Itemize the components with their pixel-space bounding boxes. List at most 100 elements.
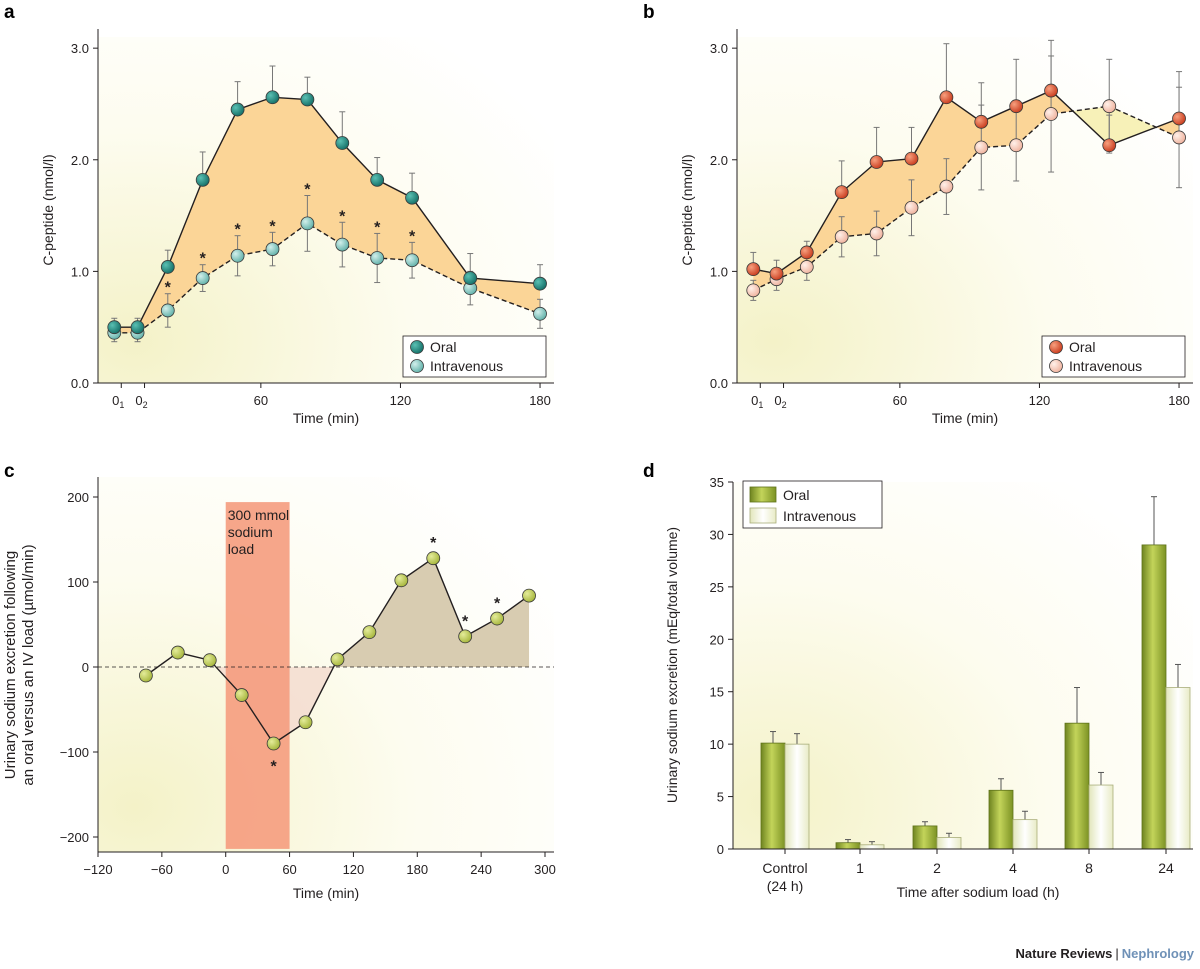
category-label: Control [762, 860, 807, 876]
y-axis-title-line: Urinary sodium excretion following [2, 551, 19, 779]
significance-star: * [430, 535, 437, 552]
data-point-oral [405, 190, 419, 205]
x-tick-label: 300 [534, 862, 556, 877]
data-point-intravenous [533, 306, 547, 321]
y-tick-label: 20 [710, 632, 724, 647]
x-tick-label: 240 [470, 862, 492, 877]
x-axis-title: Time after sodium load (h) [897, 884, 1060, 900]
legend-label-intravenous: Intravenous [1069, 358, 1142, 374]
legend-label-oral: Oral [783, 487, 809, 503]
data-point-intravenous [195, 271, 210, 285]
y-tick-label: 100 [67, 575, 89, 590]
plot-background [737, 37, 1193, 383]
x-axis-title: Time (min) [293, 885, 359, 901]
legend-label-intravenous: Intravenous [430, 358, 503, 374]
significance-star: * [339, 208, 346, 225]
bar-oral [988, 789, 1014, 850]
panel-a-chart: 0.0 1.0 2.0 3.0 01 02 60 120 180 Time (min) C-pept… [40, 29, 554, 426]
y-axis-title: C-peptide (nmol/l) [679, 154, 695, 265]
data-point-oral [533, 276, 547, 291]
bar-intravenous [859, 844, 885, 850]
data-point-intravenous [834, 229, 849, 244]
legend-box [402, 335, 547, 378]
y-tick-label: 2.0 [710, 153, 728, 168]
category-label: 1 [856, 860, 864, 876]
bar-oral [1141, 544, 1167, 850]
data-point [138, 668, 153, 683]
category-label: 4 [1009, 860, 1017, 876]
data-point-oral [195, 172, 210, 187]
data-point-intravenous [265, 242, 280, 256]
legend-marker-intravenous [1049, 359, 1063, 373]
legend-label-oral: Oral [1069, 339, 1095, 355]
bar-intravenous [1165, 687, 1191, 850]
x-tick-label: 60 [893, 393, 907, 408]
data-point-intravenous [300, 216, 315, 231]
series-line-intravenous [752, 105, 1180, 291]
data-point-oral [1102, 138, 1117, 153]
bar-oral [1064, 722, 1090, 850]
data-point-intravenous [869, 226, 884, 241]
legend-marker-oral [1049, 340, 1063, 354]
x-tick-label: 02 [135, 393, 147, 410]
data-point-oral [939, 90, 954, 105]
bar-oral [760, 742, 786, 850]
credit-separator: | [1115, 946, 1119, 961]
y-tick-label: 5 [717, 790, 724, 805]
x-tick-label: 180 [406, 862, 428, 877]
category-label: (24 h) [767, 878, 804, 894]
y-tick-label: 10 [710, 737, 724, 752]
x-tick-label: 120 [1029, 393, 1051, 408]
data-point-intravenous [370, 251, 385, 265]
y-tick-label: 15 [710, 685, 724, 700]
data-point-intravenous [160, 303, 175, 318]
bar-intravenous [1088, 784, 1114, 850]
significance-star: * [304, 181, 311, 198]
legend-box [1041, 335, 1186, 378]
legend-marker-intravenous [410, 359, 424, 373]
data-point-oral [904, 151, 919, 166]
x-tick-label: 01 [112, 393, 124, 410]
data-point-intravenous [746, 283, 761, 298]
y-tick-label: 0.0 [71, 376, 89, 391]
x-tick-label: 120 [390, 393, 412, 408]
x-tick-label: 60 [282, 862, 296, 877]
data-point-intravenous [904, 200, 919, 215]
panel-label-d: d [643, 461, 655, 482]
data-point-oral [300, 92, 315, 107]
x-tick-label: 0 [222, 862, 229, 877]
data-point-oral [335, 136, 350, 150]
x-tick-label: 02 [774, 393, 786, 410]
data-point [202, 653, 217, 668]
significance-star: * [270, 759, 277, 776]
data-point-oral [1044, 83, 1058, 98]
legend-marker-oral [410, 340, 424, 354]
legend-swatch-oral [749, 486, 777, 503]
data-point [426, 551, 441, 566]
y-tick-label: 30 [710, 527, 724, 542]
data-point-oral [107, 320, 122, 335]
y-tick-label: −100 [60, 745, 89, 760]
data-point-oral [1009, 99, 1024, 114]
data-point [458, 629, 473, 644]
data-point-intravenous [799, 260, 814, 274]
data-point-intravenous [939, 179, 954, 194]
x-axis-title: Time (min) [932, 410, 998, 426]
data-point [298, 715, 313, 730]
load-label-line: load [228, 541, 254, 557]
data-point [330, 652, 345, 667]
data-point-oral [746, 262, 761, 277]
x-tick-label: 180 [1168, 393, 1190, 408]
panel-label-a: a [4, 2, 15, 23]
data-point-intravenous [974, 140, 989, 155]
data-point [362, 625, 377, 640]
publisher-credit: Nature Reviews | Nephrology [1016, 946, 1194, 961]
data-point-intravenous [1172, 130, 1186, 145]
data-point-intravenous [405, 253, 419, 268]
y-axis-title: Urinary sodium excretion (mEq/total volu… [664, 527, 680, 803]
data-point [490, 611, 505, 626]
data-point [234, 688, 249, 702]
data-point-oral [160, 260, 175, 274]
significance-star: * [374, 219, 381, 236]
